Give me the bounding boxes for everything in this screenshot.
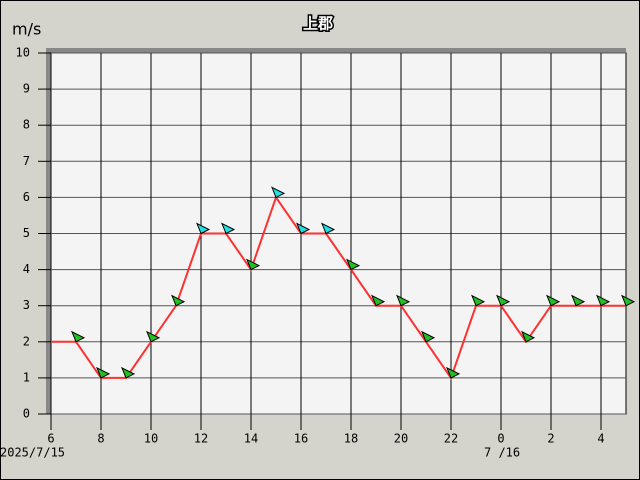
y-tick-label: 6 — [23, 190, 30, 204]
chart-title: 上郡 — [303, 15, 333, 33]
x-tick-label: 8 — [97, 432, 104, 446]
y-tick-label: 5 — [23, 226, 30, 240]
y-tick-label: 4 — [23, 262, 30, 276]
wind-arrow — [471, 294, 486, 307]
date-label: 7 /16 — [484, 446, 520, 460]
wind-arrow — [546, 294, 561, 307]
wind-arrow — [521, 330, 536, 343]
y-tick-label: 10 — [16, 46, 30, 60]
wind-arrow — [171, 294, 186, 307]
wind-arrow — [496, 294, 511, 307]
wind-arrow — [246, 258, 261, 271]
wind-arrow — [446, 366, 461, 379]
y-axis-label: m/s — [12, 20, 41, 39]
y-tick-label: 9 — [23, 82, 30, 96]
wind-arrow — [596, 294, 611, 307]
x-tick-label: 20 — [394, 432, 408, 446]
y-tick-label: 3 — [23, 298, 30, 312]
y-tick-label: 1 — [23, 370, 30, 384]
x-tick-label: 16 — [294, 432, 308, 446]
y-tick-label: 7 — [23, 154, 30, 168]
y-tick-label: 0 — [23, 407, 30, 421]
wind-arrow — [371, 294, 386, 307]
x-tick-label: 4 — [597, 432, 604, 446]
x-tick-label: 0 — [497, 432, 504, 446]
wind-arrow — [321, 222, 336, 235]
wind-arrow — [271, 186, 286, 199]
y-tick-label: 8 — [23, 118, 30, 132]
wind-arrow — [221, 222, 236, 235]
wind-arrow — [421, 330, 436, 343]
x-tick-label: 2 — [547, 432, 554, 446]
x-tick-label: 12 — [194, 432, 208, 446]
x-tick-label: 10 — [144, 432, 158, 446]
wind-arrow — [121, 366, 136, 379]
wind-arrow — [146, 330, 161, 343]
wind-arrow — [196, 222, 211, 235]
x-tick-label: 6 — [47, 432, 54, 446]
wind-arrow — [71, 330, 86, 343]
wind-arrow — [346, 258, 361, 271]
x-tick-label: 18 — [344, 432, 358, 446]
x-tick-label: 14 — [244, 432, 258, 446]
wind-arrow — [396, 294, 411, 307]
wind-arrow — [296, 222, 311, 235]
wind-arrow — [96, 366, 111, 379]
wind-arrow — [571, 294, 586, 307]
y-tick-label: 2 — [23, 334, 30, 348]
date-label: 2025/7/15 — [0, 446, 65, 460]
x-tick-label: 22 — [444, 432, 458, 446]
wind-arrow — [621, 294, 636, 307]
